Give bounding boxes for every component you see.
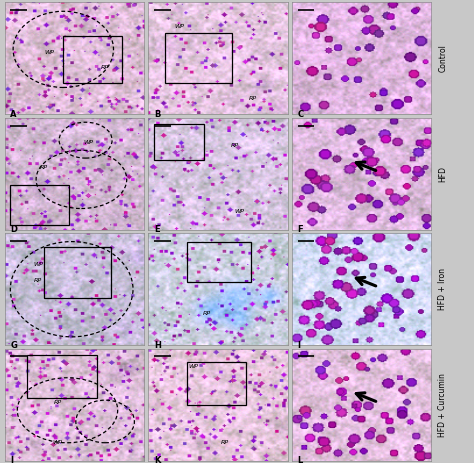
Bar <box>10 185 69 225</box>
Text: G: G <box>10 341 17 350</box>
Text: RP: RP <box>34 278 42 283</box>
Text: RP: RP <box>101 65 109 70</box>
Text: D: D <box>10 225 18 234</box>
Bar <box>187 242 252 282</box>
Text: WP: WP <box>83 140 93 145</box>
Text: RP: RP <box>203 312 211 316</box>
Text: Control: Control <box>438 44 447 72</box>
Text: HFD + Iron: HFD + Iron <box>438 268 447 310</box>
Bar <box>187 362 246 405</box>
Text: H: H <box>154 341 161 350</box>
Text: E: E <box>154 225 160 234</box>
Bar <box>154 125 204 160</box>
Text: I: I <box>298 341 301 350</box>
Text: HFD + Curcumin: HFD + Curcumin <box>438 373 447 437</box>
Text: RP: RP <box>231 143 239 148</box>
Text: WP: WP <box>45 50 55 55</box>
Text: WP: WP <box>33 262 43 267</box>
Text: RP: RP <box>40 164 48 169</box>
Text: WP: WP <box>234 209 244 214</box>
Text: F: F <box>298 225 303 234</box>
Text: RP: RP <box>54 400 62 405</box>
Bar <box>44 247 111 298</box>
Text: A: A <box>10 110 17 119</box>
Text: K: K <box>154 456 160 463</box>
Text: WP: WP <box>174 25 184 30</box>
Text: J: J <box>10 456 13 463</box>
Text: RP: RP <box>221 440 229 445</box>
Text: WP: WP <box>188 364 198 369</box>
Text: B: B <box>154 110 160 119</box>
Text: WP: WP <box>53 440 63 445</box>
Bar <box>64 36 122 83</box>
Text: HFD: HFD <box>438 166 447 182</box>
Bar <box>27 355 97 398</box>
Text: C: C <box>298 110 304 119</box>
Text: RP: RP <box>249 96 257 101</box>
Text: L: L <box>298 456 303 463</box>
Bar <box>165 32 232 83</box>
